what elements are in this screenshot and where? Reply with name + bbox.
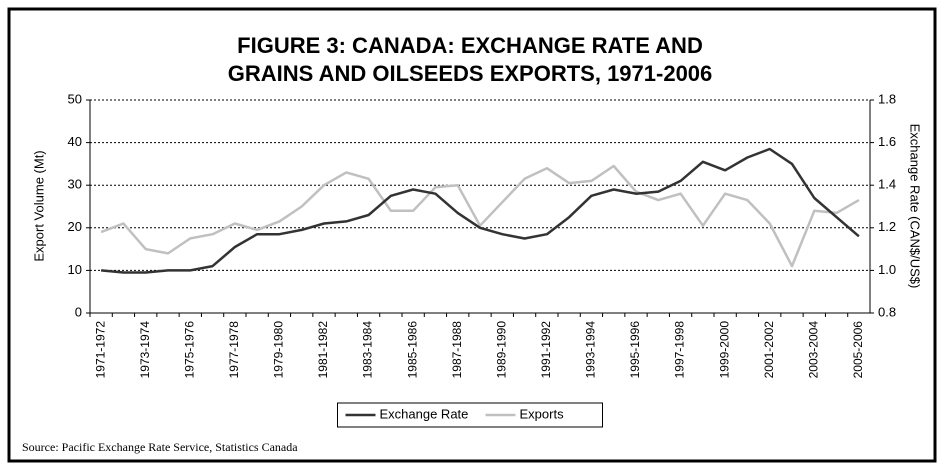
x-tick-label: 1971-1972 bbox=[93, 321, 107, 379]
x-tick-label: 1977-1978 bbox=[227, 321, 241, 379]
y2-tick-label: 1.4 bbox=[878, 177, 896, 192]
y2-tick-label: 0.8 bbox=[878, 304, 896, 319]
series-line bbox=[100, 147, 860, 274]
x-tick-label: 1999-2000 bbox=[717, 321, 731, 379]
x-tick-label: 1985-1986 bbox=[405, 321, 419, 379]
x-tick-label: 1987-1988 bbox=[450, 321, 464, 379]
x-tick-label: 1973-1974 bbox=[138, 321, 152, 379]
x-tick-label: 2003-2004 bbox=[806, 321, 820, 379]
chart-title: GRAINS AND OILSEEDS EXPORTS, 1971-2006 bbox=[228, 61, 713, 86]
x-tick-label: 2001-2002 bbox=[762, 321, 776, 379]
x-tick-label: 1997-1998 bbox=[673, 321, 687, 379]
source-note: Source: Pacific Exchange Rate Service, S… bbox=[22, 440, 298, 454]
legend-box bbox=[337, 402, 603, 428]
legend-label: Exchange Rate bbox=[380, 406, 469, 421]
y2-tick-label: 1.8 bbox=[878, 91, 896, 106]
y-tick-label: 50 bbox=[68, 91, 82, 106]
y2-axis-label: Exchange Rate (CAN$/US$) bbox=[908, 124, 923, 289]
y-tick-label: 40 bbox=[68, 134, 82, 149]
x-tick-label: 1995-1996 bbox=[628, 321, 642, 379]
y2-tick-label: 1.2 bbox=[878, 219, 896, 234]
y-tick-label: 30 bbox=[68, 177, 82, 192]
y2-tick-label: 1.0 bbox=[878, 262, 896, 277]
chart-title: FIGURE 3: CANADA: EXCHANGE RATE AND bbox=[237, 33, 703, 58]
y-tick-label: 20 bbox=[68, 219, 82, 234]
x-tick-label: 1979-1980 bbox=[272, 321, 286, 379]
x-tick-label: 1975-1976 bbox=[182, 321, 196, 379]
y-axis-label: Export Volume (Mt) bbox=[31, 150, 46, 261]
series-line bbox=[100, 164, 860, 268]
y-tick-label: 10 bbox=[68, 262, 82, 277]
x-tick-label: 1981-1982 bbox=[316, 321, 330, 379]
frame bbox=[7, 7, 937, 463]
y2-tick-label: 1.6 bbox=[878, 134, 896, 149]
y-tick-label: 0 bbox=[75, 304, 82, 319]
x-tick-label: 1993-1994 bbox=[584, 321, 598, 379]
x-tick-label: 1991-1992 bbox=[539, 321, 553, 379]
legend-label: Exports bbox=[520, 406, 565, 421]
x-tick-label: 1983-1984 bbox=[361, 321, 375, 379]
x-tick-label: 2005-2006 bbox=[851, 321, 865, 379]
x-tick-label: 1989-1990 bbox=[494, 321, 508, 379]
